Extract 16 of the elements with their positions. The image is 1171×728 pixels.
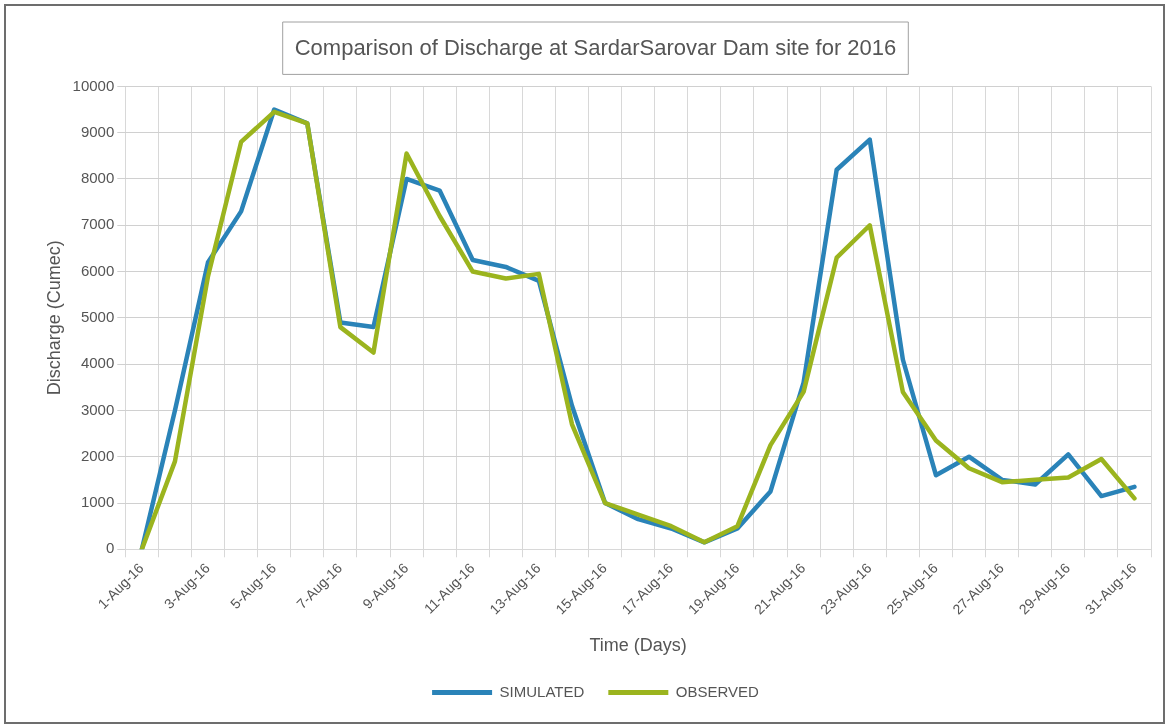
chart-title: Comparison of Discharge at SardarSarovar Dam site for 2016 — [294, 35, 897, 61]
y-tick-label: 0 — [105, 539, 115, 557]
y-tick-label: 6000 — [80, 261, 115, 279]
legend-label: SIMULATED — [499, 682, 585, 700]
y-tick-label: 1000 — [80, 493, 115, 511]
y-tick-label: 3000 — [80, 400, 115, 418]
y-axis-title: Discharge (Cumec) — [43, 240, 64, 396]
y-tick-label: 2000 — [80, 446, 115, 464]
y-tick-label: 10000 — [72, 76, 115, 94]
y-tick-label: 5000 — [80, 307, 115, 325]
y-tick-label: 8000 — [80, 169, 115, 187]
y-tick-label: 7000 — [80, 215, 115, 233]
x-axis-title: Time (Days) — [589, 635, 687, 656]
legend-label: OBSERVED — [675, 682, 760, 700]
y-tick-label: 4000 — [80, 354, 115, 372]
y-tick-label: 9000 — [80, 122, 115, 140]
